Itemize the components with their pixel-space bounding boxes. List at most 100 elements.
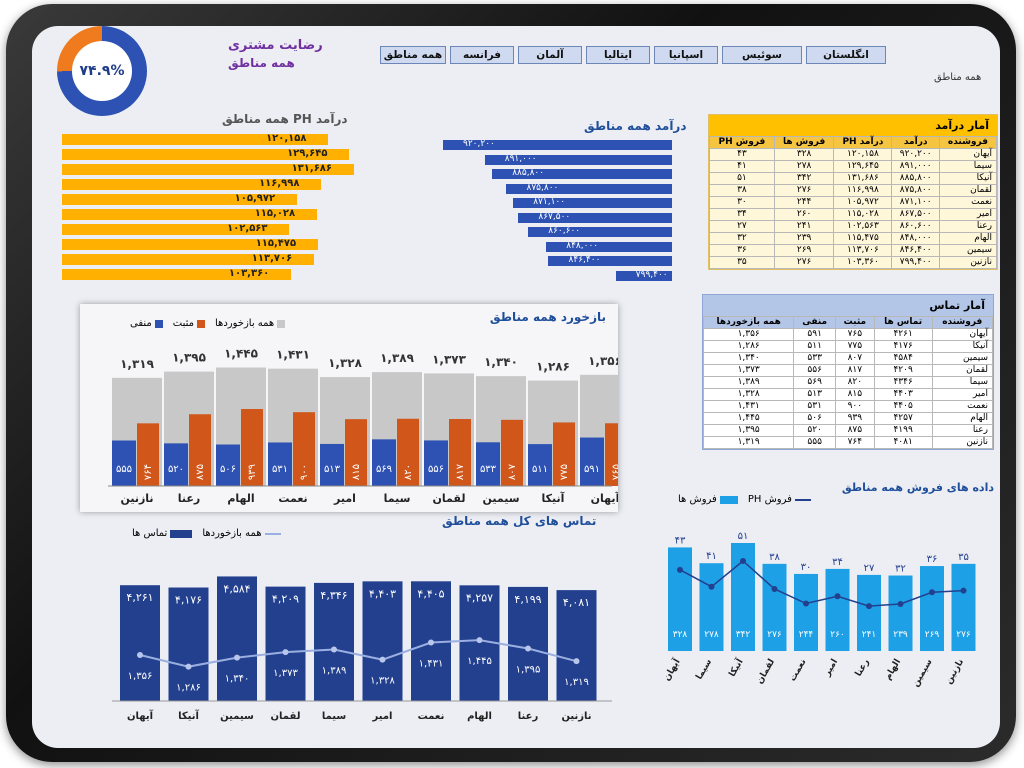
column-header: فروش ها: [773, 136, 835, 149]
tab-germany[interactable]: آلمان: [518, 46, 582, 64]
table-cell: ۳۰: [709, 196, 775, 209]
table-cell: ۵۲۰: [793, 424, 836, 437]
table-cell: ۴۲۵۷: [873, 412, 933, 425]
sales-ph-point: [740, 558, 746, 564]
tab-spain[interactable]: اسپانیا: [654, 46, 718, 64]
feedback-line-point: [137, 652, 143, 658]
feedback-line-label: ۱,۳۵۶: [128, 671, 153, 682]
table-cell: ۱۳۱,۶۸۶: [833, 172, 893, 185]
table-cell: ۳۸: [709, 184, 775, 197]
feedback-negative-label: ۵۹۱: [584, 464, 600, 475]
revenue-all-bar: [506, 183, 672, 194]
legend-negative: منفی: [130, 318, 163, 329]
legend-calls: تماس ها: [132, 528, 193, 539]
table-row: لقمان ۸۷۵,۸۰۰ ۱۱۶,۹۹۸ ۲۷۶ ۳۸: [709, 184, 998, 197]
table-cell: ۴۳۴۶: [873, 376, 933, 389]
feedback-line-point: [234, 654, 240, 661]
table-cell: ۴۲۰۹: [873, 364, 933, 377]
feedback-total-label: ۱,۳۷۳: [432, 352, 467, 366]
tab-all-regions[interactable]: همه مناطق: [380, 46, 446, 64]
feedback-positive-bar: [501, 419, 523, 486]
column-header: درآمد: [891, 136, 940, 149]
sales-category-label: آنیکا: [726, 656, 746, 679]
table-row: الهام ۸۴۸,۰۰۰ ۱۱۵,۴۷۵ ۲۳۹ ۳۲: [709, 232, 998, 245]
table-cell: ۱۱۳,۷۰۶: [833, 244, 893, 257]
legend-all-feedback: همه بازخوردها: [215, 318, 286, 329]
calls-legend: همه بازخوردها تماس ها: [122, 528, 281, 539]
legend-sales: فروش ها: [678, 494, 738, 505]
feedback-line-label: ۱,۲۸۶: [176, 683, 201, 694]
table-cell: سیما: [938, 160, 998, 173]
column-header: درآمد PH: [833, 136, 893, 149]
sales-category-label: امیر: [822, 658, 840, 679]
feedback-total-label: ۱,۳۱۹: [120, 357, 155, 371]
column-header: همه بازخوردها: [702, 316, 795, 329]
legend-swatch-orange: [197, 319, 205, 328]
sales-bar: [920, 566, 944, 651]
calls-label: ۴,۲۰۹: [272, 593, 299, 606]
feedback-negative-label: ۵۱۱: [532, 464, 548, 475]
table-cell: ۱۰۲,۵۶۳: [833, 220, 893, 233]
table-cell: ۲۴۴: [773, 196, 835, 209]
tab-england[interactable]: انگلستان: [806, 46, 886, 64]
feedback-line-point: [525, 645, 531, 652]
table-cell: رعنا: [938, 220, 998, 233]
calls-label: ۴,۲۶۱: [126, 591, 153, 604]
tab-italy[interactable]: ایتالیا: [586, 46, 650, 64]
sales-ph-label: ۳۰: [801, 562, 812, 573]
revenue-ph-label: ۱۲۰,۱۵۸: [266, 133, 307, 144]
revenue-ph-bar: [62, 179, 322, 190]
feedback-positive-bar: [345, 419, 367, 486]
sales-category-label: نعمت: [788, 658, 809, 684]
feedback-category-label: رعنا: [178, 492, 200, 505]
feedback-negative-label: ۵۳۳: [480, 464, 497, 475]
feedback-total-label: ۱,۳۲۸: [328, 356, 363, 370]
feedback-negative-bar: [372, 439, 396, 486]
sales-label: ۲۷۶: [767, 630, 782, 640]
table-row: سیما ۸۹۱,۰۰۰ ۱۲۹,۶۴۵ ۲۷۸ ۴۱: [709, 160, 998, 173]
dashboard-screen: ۷۴.۹% رضایت مشتری همه مناطق همه مناطق فر…: [32, 26, 1000, 748]
revenue-ph-bar: [62, 194, 297, 205]
table-cell: ۵۹۱: [793, 328, 836, 341]
feedback-positive-bar: [397, 418, 419, 486]
table-cell: ۸۰۷: [835, 352, 875, 365]
sales-ph-label: ۴۳: [675, 535, 686, 546]
sales-bar: [668, 547, 692, 651]
feedback-positive-label: ۷۷۵: [559, 464, 570, 480]
table-cell: ۹۳۹: [835, 412, 875, 425]
feedback-positive-bar: [553, 422, 575, 486]
feedback-positive-bar: [189, 414, 211, 486]
sales-label: ۲۴۴: [799, 630, 814, 640]
tab-france[interactable]: فرانسه: [450, 46, 514, 64]
table-cell: ۸۴۶,۴۰۰: [891, 244, 940, 257]
feedback-positive-label: ۹۳۹: [247, 464, 258, 480]
table-cell: ۸۴۸,۰۰۰: [891, 232, 940, 245]
calls-bar: [265, 586, 306, 701]
sales-category-label: سیما: [694, 657, 714, 681]
revenue-ph-bar: [62, 134, 329, 145]
calls-bar: [168, 587, 209, 701]
tab-switzerland[interactable]: سوئیس: [722, 46, 802, 64]
feedback-category-label: آنیکا: [542, 491, 565, 505]
sales-bar: [888, 575, 913, 651]
satisfaction-value: ۷۴.۹%: [72, 41, 132, 101]
calls-chart-title: تماس های کل همه مناطق: [442, 514, 597, 528]
calls-category-label: نعمت: [418, 711, 445, 722]
revenue-all-bar: [528, 227, 672, 237]
table-cell: ۱۲۹,۶۴۵: [833, 160, 893, 173]
feedback-negative-bar: [112, 440, 136, 486]
sales-ph-point: [960, 587, 967, 594]
satisfaction-subtitle: همه مناطق: [228, 56, 295, 70]
feedback-line-point: [282, 649, 289, 656]
table-cell: ۲۷۶: [773, 256, 835, 269]
sales-bar: [951, 563, 976, 651]
feedback-negative-label: ۵۶۹: [376, 464, 392, 475]
table-row: سیما ۴۳۴۶ ۸۲۰ ۵۶۹ ۱,۳۸۹: [702, 376, 994, 389]
feedback-category-label: لقمان: [433, 492, 466, 505]
sales-bar: [794, 573, 818, 651]
revenue-ph-title: همه مناطق PH درآمد: [222, 112, 348, 126]
sales-label: ۲۷۶: [956, 630, 971, 640]
feedback-negative-label: ۵۵۶: [428, 464, 444, 475]
feedback-positive-bar: [605, 423, 618, 486]
feedback-line-label: ۱,۳۲۸: [370, 676, 395, 687]
